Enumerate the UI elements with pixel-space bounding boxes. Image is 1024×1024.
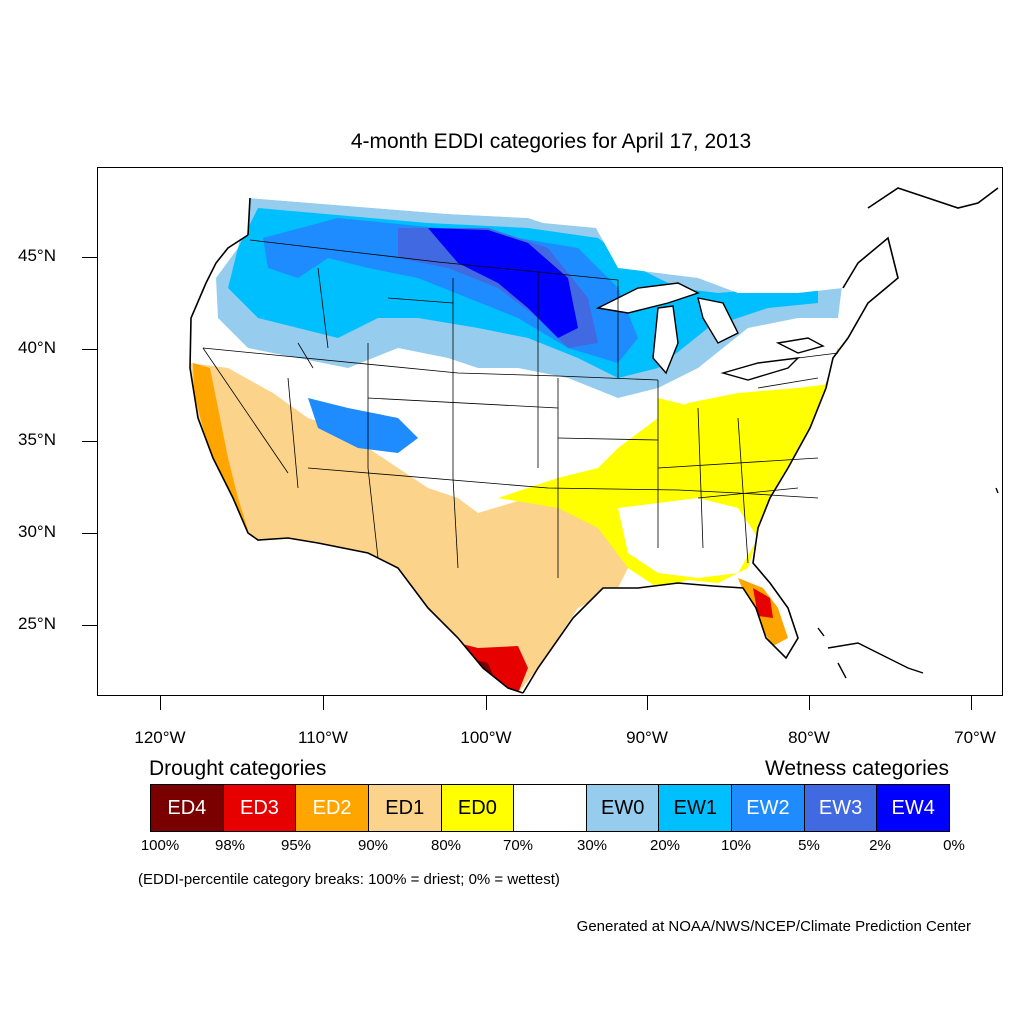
break-label: 20% bbox=[649, 837, 681, 854]
legend-swatch-ew0: EW0 bbox=[586, 785, 660, 831]
lat-label-45n: 45°N bbox=[18, 246, 56, 265]
great-lakes bbox=[595, 282, 825, 381]
lat-tick bbox=[82, 625, 97, 626]
lon-label-120w: 120°W bbox=[134, 728, 186, 747]
legend-swatch-ew2: EW2 bbox=[732, 785, 805, 831]
map-title: 4-month EDDI categories for April 17, 20… bbox=[350, 130, 752, 153]
wetness-categories-title: Wetness categories bbox=[764, 757, 949, 780]
lat-label-25n: 25°N bbox=[18, 614, 56, 633]
lon-tick bbox=[809, 696, 810, 710]
legend-swatch-ed3: ED3 bbox=[223, 785, 297, 831]
lat-tick bbox=[82, 349, 97, 350]
coastlines bbox=[189, 187, 999, 694]
eddi-map bbox=[189, 187, 999, 694]
legend-swatch-neutral bbox=[514, 785, 587, 831]
lon-label-100w: 100°W bbox=[460, 728, 512, 747]
break-label: 30% bbox=[576, 837, 608, 854]
break-label: 0% bbox=[943, 837, 965, 854]
legend-swatch-ed4: ED4 bbox=[151, 785, 224, 831]
legend-swatch-ed0: ED0 bbox=[441, 785, 515, 831]
lat-label-30n: 30°N bbox=[18, 522, 56, 541]
lon-tick bbox=[647, 696, 648, 710]
break-label: 80% bbox=[430, 837, 462, 854]
legend-swatch-ew4: EW4 bbox=[877, 785, 950, 831]
break-label: 5% bbox=[798, 837, 820, 854]
legend-swatch-ed1: ED1 bbox=[368, 785, 442, 831]
legend-swatch-ew1: EW1 bbox=[659, 785, 733, 831]
break-label: 100% bbox=[140, 837, 180, 854]
lat-tick bbox=[82, 441, 97, 442]
credit-text: Generated at NOAA/NWS/NCEP/Climate Predi… bbox=[576, 918, 971, 935]
break-label: 95% bbox=[280, 837, 312, 854]
lat-tick bbox=[82, 533, 97, 534]
lon-tick bbox=[486, 696, 487, 710]
lon-label-70w: 70°W bbox=[954, 728, 996, 747]
lon-tick bbox=[160, 696, 161, 710]
legend-swatch-ed2: ED2 bbox=[296, 785, 369, 831]
islands bbox=[817, 487, 999, 679]
lat-label-35n: 35°N bbox=[18, 430, 56, 449]
break-label: 90% bbox=[357, 837, 389, 854]
lon-label-90w: 90°W bbox=[626, 728, 668, 747]
lat-tick bbox=[82, 257, 97, 258]
lon-label-80w: 80°W bbox=[788, 728, 830, 747]
break-label: 2% bbox=[869, 837, 891, 854]
drought-categories-title: Drought categories bbox=[149, 757, 327, 780]
category-legend: ED4 ED3 ED2 ED1 ED0 EW0 EW1 EW2 EW3 EW4 bbox=[150, 784, 950, 832]
map-panel bbox=[97, 167, 1003, 696]
break-label: 10% bbox=[720, 837, 752, 854]
lon-tick bbox=[323, 696, 324, 710]
break-label: 70% bbox=[502, 837, 534, 854]
lat-label-40n: 40°N bbox=[18, 338, 56, 357]
lon-label-110w: 110°W bbox=[298, 728, 348, 747]
legend-swatch-ew3: EW3 bbox=[804, 785, 878, 831]
category-breaks-note: (EDDI-percentile category breaks: 100% =… bbox=[138, 871, 560, 888]
break-label: 98% bbox=[214, 837, 246, 854]
lon-tick bbox=[971, 696, 972, 710]
state-borders bbox=[202, 239, 839, 578]
